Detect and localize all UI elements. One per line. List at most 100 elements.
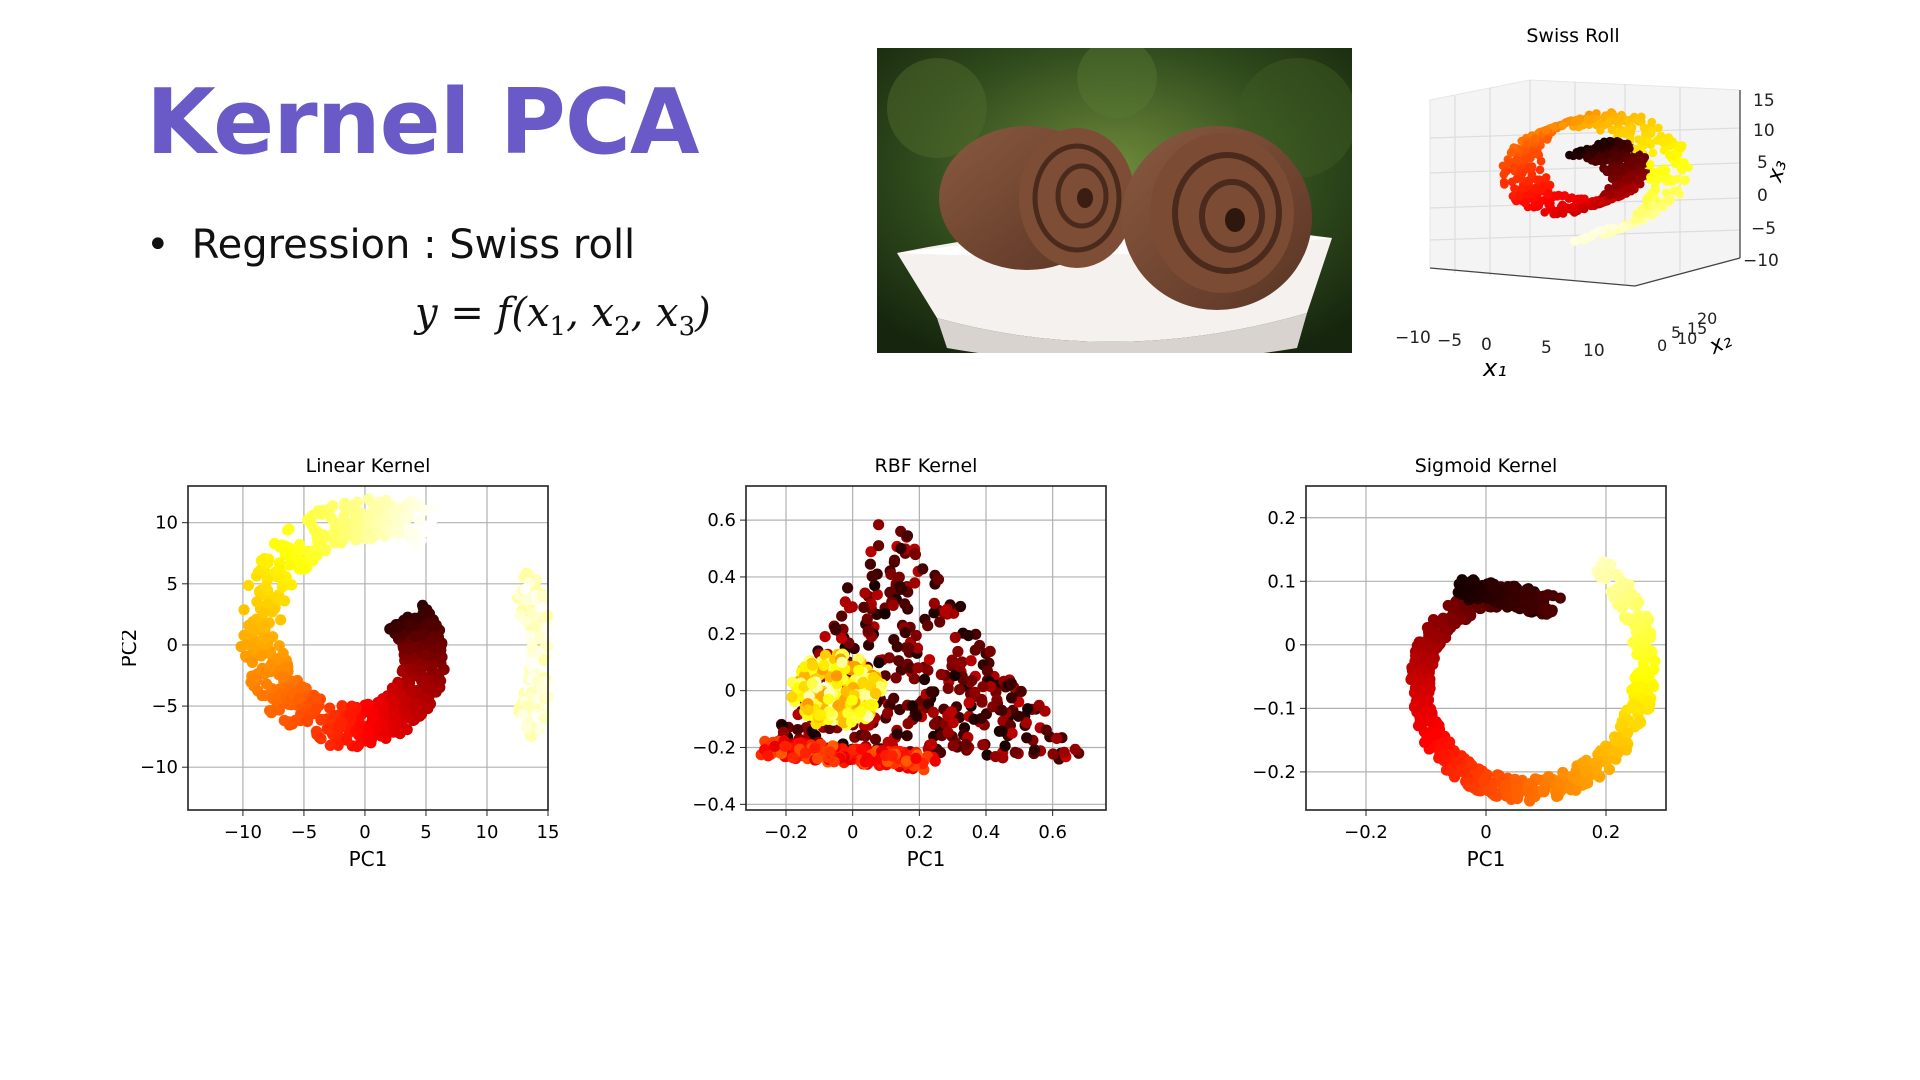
y-tick-label: −0.2 — [1252, 762, 1296, 783]
scatter-point — [260, 580, 272, 593]
x-tick-label: −0.2 — [764, 822, 808, 843]
scatter-point — [1580, 764, 1592, 776]
scatter-point — [372, 697, 384, 709]
scatter-point — [424, 520, 436, 532]
scatter-point — [1609, 731, 1621, 743]
scatter-point — [540, 621, 552, 633]
scatter-point — [831, 670, 843, 682]
scatter-point — [1449, 755, 1461, 767]
scatter-point — [423, 608, 436, 620]
scatter-point — [329, 537, 341, 549]
x-tick-label: −10 — [224, 822, 262, 843]
scatter-point — [1595, 571, 1607, 584]
scatter-point — [1611, 568, 1623, 581]
scatter-point — [999, 740, 1011, 752]
swiss-roll-point — [1606, 137, 1616, 146]
scatter-point — [904, 662, 916, 674]
scatter-point — [899, 627, 911, 639]
scatter-point — [962, 630, 975, 642]
scatter-point — [954, 600, 967, 613]
y-tick-label: 5 — [167, 574, 178, 595]
scatter-point — [885, 568, 897, 580]
swiss-roll-point — [1650, 209, 1660, 218]
scatter-point — [1420, 714, 1432, 726]
swiss-roll-point — [1599, 164, 1608, 173]
scatter-point — [891, 728, 903, 740]
scatter-point — [242, 579, 255, 591]
scatter-point — [341, 734, 353, 746]
scatter-point — [809, 742, 821, 754]
swiss-roll-point — [1646, 172, 1655, 182]
scatter-point — [1502, 581, 1514, 593]
scatter-point — [1616, 602, 1628, 614]
scatter-point — [859, 587, 871, 599]
y-tick-label: 0 — [725, 681, 736, 702]
scatter-point — [1468, 782, 1480, 794]
swiss-roll-point — [1512, 174, 1522, 184]
swiss-roll-point — [1543, 190, 1552, 199]
swiss-roll-point — [1552, 209, 1562, 219]
scatter-point — [862, 711, 874, 723]
scatter-point — [762, 750, 774, 762]
scatter-point — [1069, 743, 1081, 755]
swiss-roll-point — [1542, 135, 1552, 144]
scatter-point — [1427, 625, 1439, 638]
scatter-point — [939, 605, 951, 617]
swiss-roll-points — [1498, 108, 1693, 246]
swiss-roll-point — [1637, 155, 1646, 164]
scatter-point — [1419, 651, 1431, 663]
scatter-point — [886, 750, 898, 762]
x-tick-label: −0.2 — [1344, 822, 1388, 843]
equation-sub-3: 3 — [678, 312, 696, 342]
scatter-point — [286, 579, 298, 591]
scatter-point — [521, 593, 533, 605]
swiss-roll-point — [1680, 176, 1690, 186]
scatter-point — [345, 712, 357, 725]
scatter-point — [1058, 746, 1070, 758]
equation-var-3: x — [656, 290, 679, 336]
swiss-roll-point — [1540, 208, 1549, 217]
scatter-point — [365, 532, 377, 544]
scatter-point — [1040, 724, 1052, 736]
scatter-point — [946, 654, 958, 666]
scatter-point — [1033, 699, 1045, 711]
x2-tick-label: 5 — [1671, 323, 1681, 342]
scatter-point — [836, 656, 848, 668]
scatter-point — [1644, 632, 1656, 644]
swiss-roll-point — [1670, 159, 1680, 168]
y-tick-label: 0.6 — [707, 510, 736, 531]
swiss-roll-point — [1674, 143, 1684, 152]
x-axis-label: PC1 — [1467, 847, 1506, 871]
scatter-point — [255, 650, 267, 662]
scatter-point — [901, 730, 913, 742]
scatter-point — [858, 601, 870, 613]
scatter-point — [283, 559, 295, 571]
swiss-roll-point — [1510, 184, 1519, 193]
scatter-point — [1006, 692, 1018, 704]
x1-tick-label: −10 — [1395, 328, 1431, 348]
scatter-point — [246, 656, 258, 668]
scatter-point — [864, 755, 877, 767]
scatter-point — [869, 580, 881, 592]
scatter-point — [381, 516, 393, 528]
scatter-point — [1519, 588, 1531, 600]
scatter-point — [779, 740, 791, 752]
equation-comma-1: , — [566, 290, 592, 336]
scatter-point — [1414, 636, 1426, 648]
scatter-point — [856, 743, 868, 755]
swiss-roll-point — [1658, 203, 1668, 212]
swiss-roll-3d-plot: Swiss Roll 15 10 5 0 −5 −10 x₃ −10 −5 0 … — [1395, 25, 1792, 382]
scatter-point — [1446, 600, 1459, 612]
scatter-point — [336, 716, 348, 728]
swiss-roll-point — [1565, 150, 1574, 160]
scatter-point — [923, 654, 936, 666]
swiss-roll-point — [1624, 126, 1634, 135]
scatter-point — [949, 631, 961, 644]
x1-axis-label: x₁ — [1482, 354, 1507, 382]
swiss-roll-point — [1650, 194, 1660, 203]
slide-title: Kernel PCA — [146, 70, 700, 175]
scatter-point — [315, 714, 327, 726]
scatter-point — [981, 665, 993, 677]
scatter-point — [1494, 585, 1506, 598]
swiss-roll-point — [1629, 184, 1639, 193]
